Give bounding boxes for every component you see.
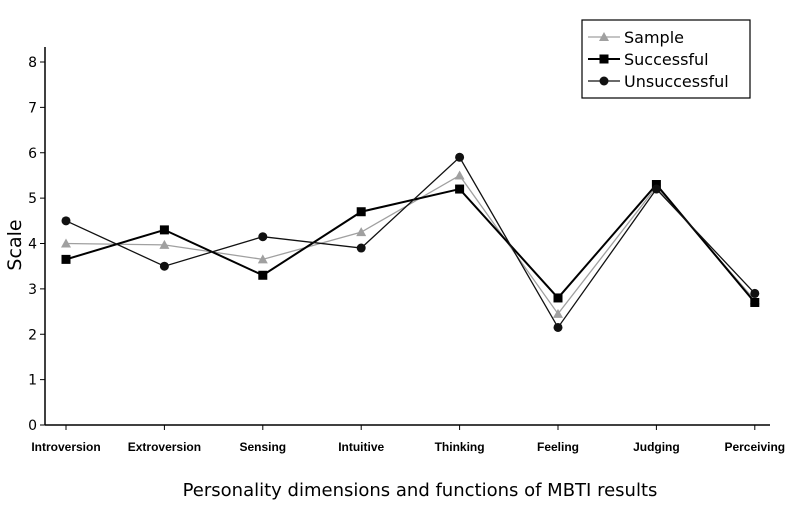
legend: Sample Successful Unsuccessful [581, 19, 751, 99]
legend-item: Successful [588, 50, 709, 69]
legend-circle-icon [599, 76, 609, 86]
y-tick-label: 2 [28, 327, 37, 343]
data-point [651, 180, 661, 190]
y-tick-label: 7 [28, 100, 37, 116]
data-point [651, 184, 661, 194]
data-point [750, 297, 760, 307]
legend-label: Unsuccessful [624, 72, 729, 91]
y-tick-label: 8 [28, 55, 37, 71]
data-point [356, 207, 366, 217]
data-point [61, 238, 71, 248]
x-tick-label: Feeling [537, 440, 579, 454]
x-tick-label: Intuitive [338, 440, 384, 454]
data-point [159, 261, 169, 271]
legend-item: Sample [588, 28, 684, 47]
data-point [750, 288, 760, 298]
data-point [455, 184, 465, 194]
data-point [356, 227, 367, 237]
data-point [257, 254, 268, 264]
series-successful [61, 180, 760, 307]
series-line [65, 182, 756, 304]
legend-item: Unsuccessful [588, 72, 729, 91]
data-point [553, 293, 563, 303]
data-point [61, 216, 71, 226]
legend-label: Successful [624, 50, 709, 69]
data-point [159, 225, 169, 235]
x-tick-label: Perceiving [724, 440, 785, 454]
data-point [455, 152, 465, 162]
data-point [356, 243, 366, 253]
x-tick-label: Thinking [435, 440, 485, 454]
data-point [61, 254, 71, 264]
y-tick-label: 3 [28, 282, 37, 298]
legend-square-icon [599, 54, 609, 64]
legend-label: Sample [624, 28, 684, 47]
x-tick-label: Extroversion [128, 440, 201, 454]
y-tick-label: 0 [28, 418, 37, 434]
x-axis-label: Personality dimensions and functions of … [183, 480, 658, 501]
x-tick-label: Introversion [31, 440, 100, 454]
series-line [65, 174, 756, 315]
y-axis-label: Scale [4, 219, 26, 270]
data-point [159, 239, 170, 249]
series-line [65, 156, 756, 329]
y-tick-label: 5 [28, 191, 37, 207]
y-tick-label: 4 [28, 237, 37, 253]
x-tick-label: Judging [633, 440, 680, 454]
series-unsuccessful [61, 152, 760, 332]
data-point [258, 270, 268, 280]
data-point [258, 232, 268, 242]
legend-triangle-icon [599, 32, 609, 41]
data-point [454, 170, 465, 180]
data-point [553, 308, 563, 318]
data-point [553, 322, 563, 332]
x-tick-label: Sensing [239, 440, 286, 454]
y-tick-label: 1 [28, 373, 37, 389]
y-tick-label: 6 [28, 146, 37, 162]
